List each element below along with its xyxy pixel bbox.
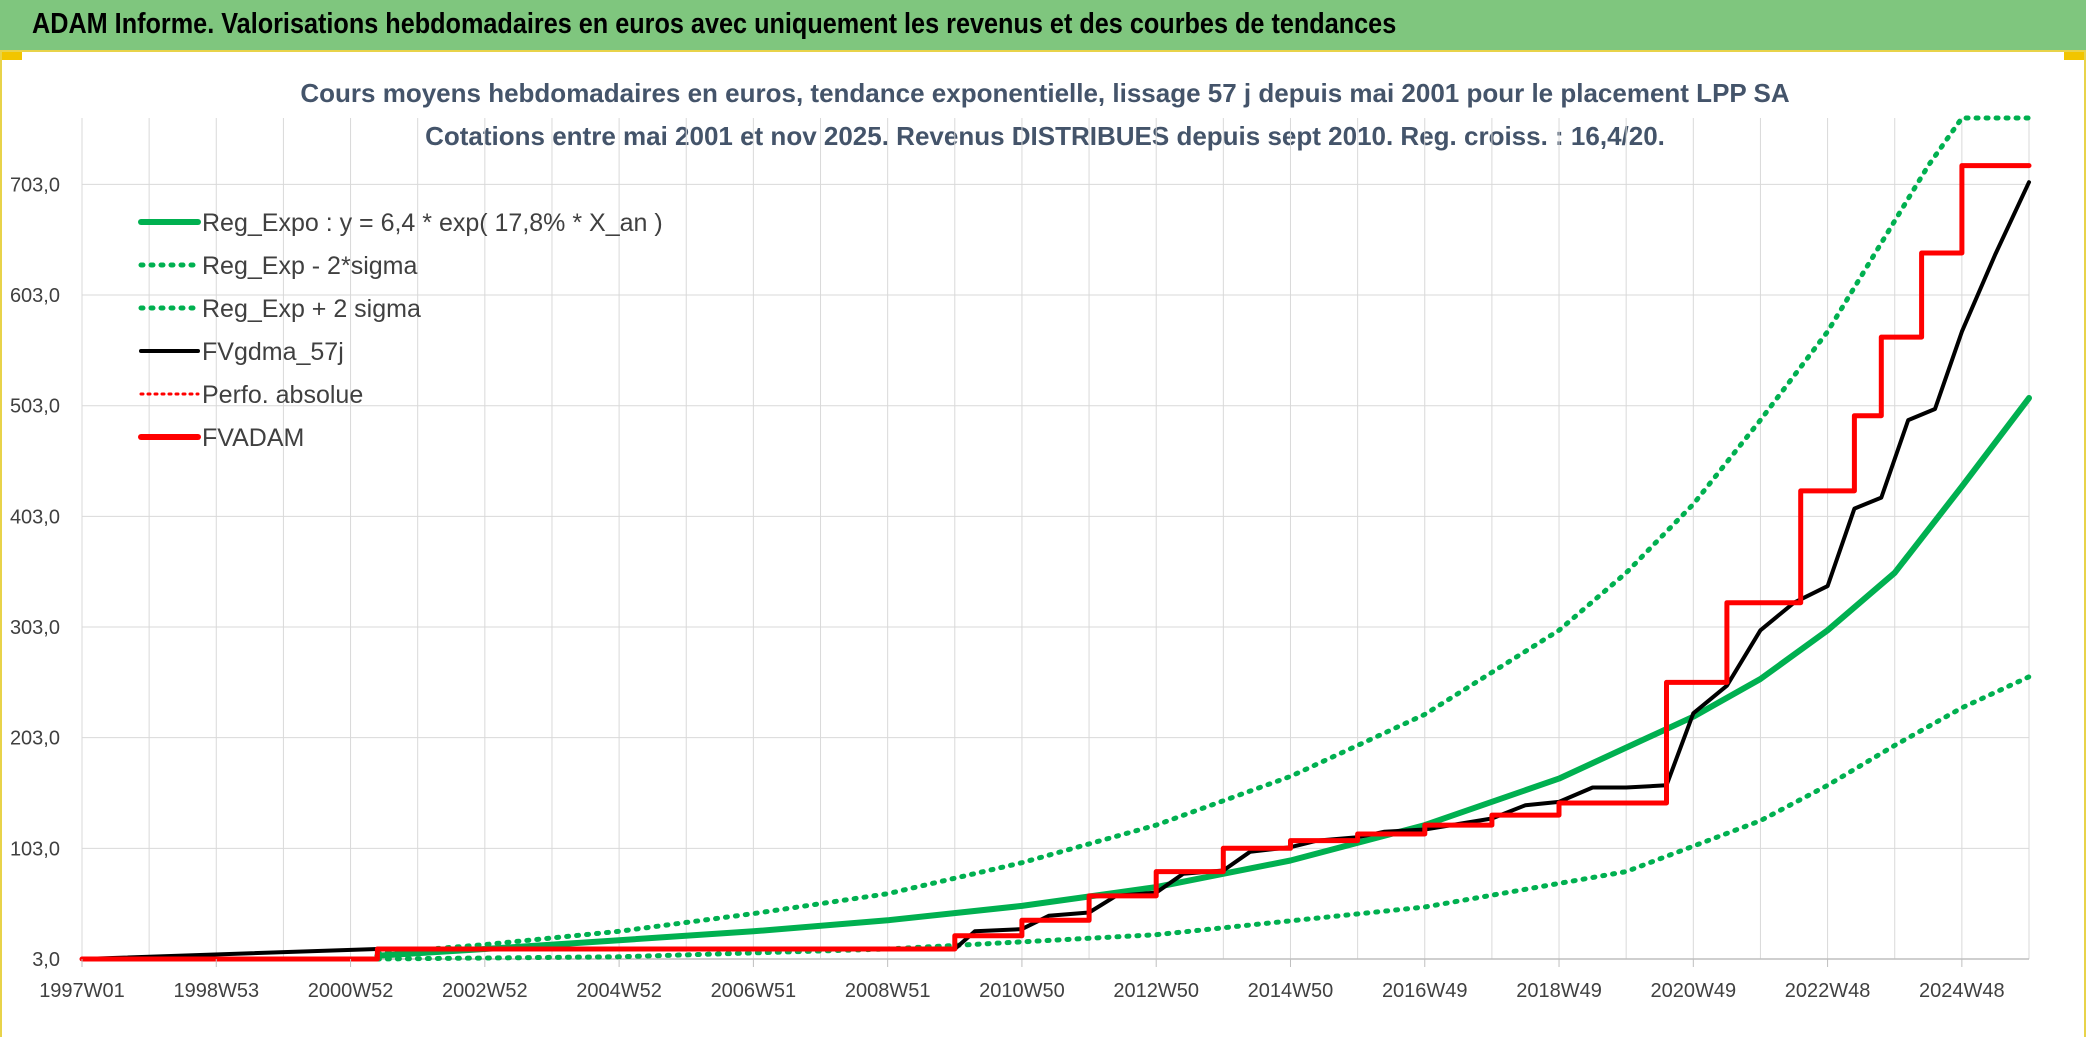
series-reg-exp-minus-2sigma (374, 674, 2032, 962)
x-tick-label: 2018W49 (1516, 980, 1602, 1002)
x-tick-label: 2016W49 (1382, 980, 1468, 1002)
chart-svg: Cours moyens hebdomadaires en euros, ten… (10, 78, 2032, 1002)
axis-labels: 3,0 103,0 203,0 303,0 403,0 503,0 603,0 703,0 19… (10, 174, 2005, 1002)
chart-title-line2: Cotations entre mai 2001 et nov 2025. Re… (425, 121, 1665, 151)
x-tick-label: 1998W53 (173, 980, 259, 1002)
legend: Reg_Expo : y = 6,4 * exp( 17,8% * X_an )… (138, 209, 663, 452)
x-tick-label: 2014W50 (1248, 980, 1334, 1002)
legend-label: FVADAM (202, 424, 304, 452)
series-reg-exp-plus-2sigma (374, 115, 2032, 956)
legend-label: FVgdma_57j (202, 338, 344, 366)
y-tick-label: 303,0 (10, 617, 60, 639)
grid-lines (81, 118, 2030, 960)
x-tick-label: 2020W49 (1650, 980, 1736, 1002)
corner-decoration-right (2064, 52, 2086, 60)
legend-label: Perfo. absolue (202, 381, 363, 409)
x-tick-label: 2002W52 (442, 980, 528, 1002)
x-tick-label: 2008W51 (845, 980, 931, 1002)
x-tick-label: 2000W52 (308, 980, 394, 1002)
x-tick-label: 2006W51 (711, 980, 797, 1002)
chart-area: Cours moyens hebdomadaires en euros, ten… (0, 52, 2086, 1037)
x-tick-label: 1997W01 (39, 980, 125, 1002)
y-tick-label: 3,0 (32, 949, 60, 971)
legend-label: Reg_Exp - 2*sigma (202, 252, 417, 280)
header-bar: ADAM Informe. Valorisations hebdomadaire… (0, 0, 2086, 52)
x-tick-label: 2010W50 (979, 980, 1065, 1002)
x-tick-label: 2004W52 (576, 980, 662, 1002)
legend-label: Reg_Exp + 2 sigma (202, 295, 421, 323)
y-tick-label: 203,0 (10, 728, 60, 750)
chart-title-line1: Cours moyens hebdomadaires en euros, ten… (300, 78, 1789, 108)
y-tick-label: 503,0 (10, 396, 60, 418)
series-fvadam (79, 163, 2032, 962)
y-tick-label: 703,0 (10, 174, 60, 196)
y-tick-label: 103,0 (10, 838, 60, 860)
x-tick-label: 2012W50 (1113, 980, 1199, 1002)
series-fvgdma-57j (80, 180, 2031, 961)
corner-decoration-left (0, 52, 22, 60)
x-tick-label: 2022W48 (1785, 980, 1871, 1002)
legend-label: Reg_Expo : y = 6,4 * exp( 17,8% * X_an ) (202, 209, 663, 237)
y-tick-label: 603,0 (10, 285, 60, 307)
page-title: ADAM Informe. Valorisations hebdomadaire… (32, 8, 1397, 40)
x-tick-label: 2024W48 (1919, 980, 2005, 1002)
y-tick-label: 403,0 (10, 506, 60, 528)
series-layer (79, 115, 2032, 962)
